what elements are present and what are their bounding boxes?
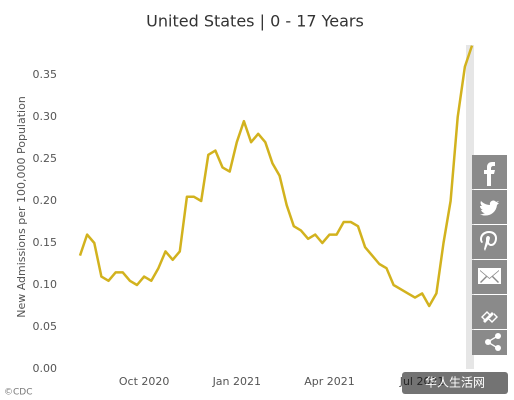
y-tick-label: 0.35 bbox=[33, 68, 58, 81]
y-tick-label: 0.15 bbox=[33, 236, 58, 249]
y-tick-label: 0.30 bbox=[33, 110, 58, 123]
watermark: 华人生活网 bbox=[425, 376, 485, 390]
y-tick-label: 0.00 bbox=[33, 362, 58, 375]
pinterest-button[interactable] bbox=[472, 225, 507, 259]
link-button[interactable] bbox=[472, 295, 507, 329]
plot-area: 0.00 0.05 0.10 0.15 0.20 0.25 0.30 0.35 Oct 2020… bbox=[33, 45, 474, 388]
y-tick-label: 0.25 bbox=[33, 152, 58, 165]
hover-band bbox=[466, 45, 474, 369]
email-icon bbox=[478, 268, 501, 284]
share-icon-lines bbox=[488, 335, 499, 349]
data-line bbox=[78, 45, 474, 308]
y-axis-label: New Admissions per 100,000 Population bbox=[15, 96, 28, 318]
y-tick-label: 0.10 bbox=[33, 278, 58, 291]
x-tick-label: Oct 2020 bbox=[119, 375, 170, 388]
source: ©CDC bbox=[4, 388, 33, 398]
link-icon bbox=[481, 311, 498, 323]
facebook-icon bbox=[484, 162, 495, 186]
twitter-icon bbox=[479, 200, 499, 216]
chart-title: United States | 0 - 17 Years bbox=[146, 12, 364, 31]
x-tick-label: Apr 2021 bbox=[304, 375, 355, 388]
share-bar bbox=[472, 155, 507, 355]
y-tick-label: 0.05 bbox=[33, 320, 58, 333]
y-tick-label: 0.20 bbox=[33, 194, 58, 207]
pinterest-icon bbox=[480, 231, 497, 251]
x-tick-label: Jan 2021 bbox=[212, 375, 261, 388]
watermark-box bbox=[402, 372, 508, 394]
